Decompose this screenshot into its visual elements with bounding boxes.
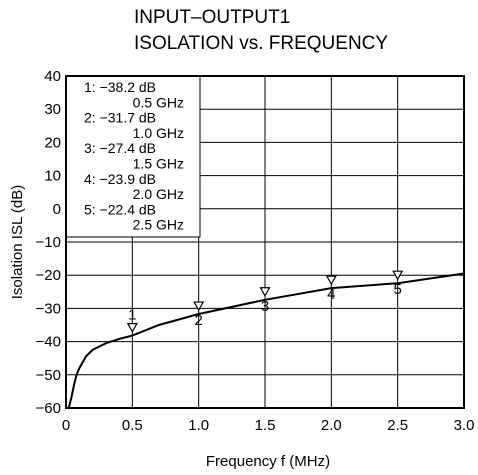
x-tick-label: 2.5 [387,417,408,434]
legend-entry-value: 3: −27.4 dB [84,140,156,156]
y-tick-label: −40 [36,334,61,351]
y-tick-label: −30 [36,300,61,317]
legend-box [65,75,201,238]
marker-label: 1 [128,307,136,324]
legend-entry-frequency: 1.0 GHz [133,125,184,141]
legend-entry-value: 4: −23.9 dB [84,171,156,187]
y-tick-label: 40 [44,68,61,85]
x-axis-label: Frequency f (MHz) [206,453,330,470]
isolation-curve [67,272,465,409]
legend-entry-value: 5: −22.4 dB [84,201,156,217]
plot-frame [65,75,465,409]
marker-triangle [193,301,205,312]
x-tick-label: 0 [62,417,70,434]
x-tick-label: 0.5 [122,417,143,434]
marker-label: 4 [327,286,335,303]
y-axis-label: Isolation ISL (dB) [9,185,26,300]
legend-entry-value: 1: −38.2 dB [84,79,156,95]
legend-entry-frequency: 0.5 GHz [133,94,184,110]
marker-triangle [392,270,404,281]
y-tick-label: 20 [44,134,61,151]
marker-triangle [126,323,138,333]
x-axis-ticks: 0 0.5 1.0 1.5 2.0 2.5 3.0 [62,417,475,434]
y-tick-label: 0 [53,201,61,218]
y-tick-label: −10 [36,234,61,251]
marker-label: 3 [261,298,269,315]
y-tick-label: −50 [36,367,61,384]
y-tick-label: 30 [44,101,61,118]
chart-title-line-1: INPUT–OUTPUT1 [134,7,291,28]
legend-entry-value: 2: −31.7 dB [84,110,156,126]
x-tick-label: 1.5 [255,417,276,434]
chart-title-line-2: ISOLATION vs. FREQUENCY [134,33,389,54]
y-axis-ticks: 40 30 20 10 0 −10 −20 −30 −40 −50 −60 [36,68,61,417]
y-tick-label: −60 [36,400,61,417]
marker-triangle [259,287,271,297]
legend-entry-frequency: 1.5 GHz [133,156,184,172]
x-tick-label: 3.0 [454,417,475,434]
y-tick-label: 10 [44,168,61,185]
marker-triangle [325,275,337,286]
legend-entry-frequency: 2.5 GHz [133,217,184,233]
x-tick-label: 1.0 [188,417,209,434]
marker-label: 2 [194,312,202,329]
x-tick-label: 2.0 [321,417,342,434]
y-tick-label: −20 [36,267,61,284]
marker-label: 5 [393,281,401,298]
legend-entry-frequency: 2.0 GHz [133,186,184,202]
frequency-markers: 1 2 3 4 5 [126,270,404,333]
